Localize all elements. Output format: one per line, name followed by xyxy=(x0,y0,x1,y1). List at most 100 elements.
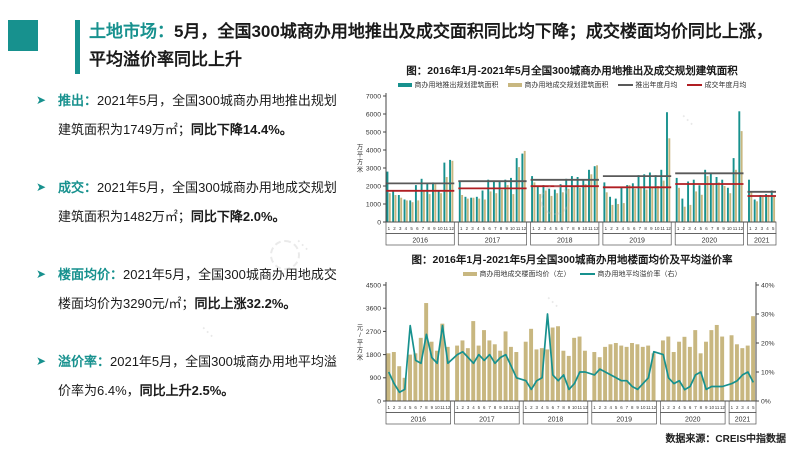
svg-text:4: 4 xyxy=(477,226,480,231)
svg-text:3: 3 xyxy=(467,405,470,410)
svg-text:2: 2 xyxy=(683,226,686,231)
legend-swatch xyxy=(686,83,702,86)
svg-text:0: 0 xyxy=(377,219,381,226)
legend-item: 商办用地成交楼面均价（左） xyxy=(462,269,571,279)
svg-text:5: 5 xyxy=(700,226,703,231)
svg-text:5: 5 xyxy=(752,405,755,410)
svg-text:8: 8 xyxy=(494,405,497,410)
svg-text:2000: 2000 xyxy=(366,183,381,190)
svg-text:5: 5 xyxy=(555,226,558,231)
svg-text:2017: 2017 xyxy=(485,237,501,244)
svg-text:7: 7 xyxy=(420,405,423,410)
accent-square xyxy=(8,20,38,51)
legend-item: 商办用地推出规划建筑面积 xyxy=(397,80,499,90)
legend-swatch xyxy=(462,271,477,276)
svg-text:4: 4 xyxy=(622,226,625,231)
svg-text:11: 11 xyxy=(733,226,738,231)
svg-text:12: 12 xyxy=(514,405,519,410)
svg-text:2018: 2018 xyxy=(557,237,573,244)
svg-text:6: 6 xyxy=(633,226,636,231)
svg-text:1: 1 xyxy=(662,405,665,410)
legend-label: 商办用地推出规划建筑面积 xyxy=(414,81,499,89)
svg-text:9: 9 xyxy=(636,405,639,410)
svg-text:4: 4 xyxy=(472,405,475,410)
svg-text:11: 11 xyxy=(509,405,514,410)
svg-text:9: 9 xyxy=(705,405,708,410)
svg-text:9: 9 xyxy=(650,226,653,231)
svg-text:4: 4 xyxy=(404,405,407,410)
svg-text:20%: 20% xyxy=(761,340,775,347)
svg-text:4: 4 xyxy=(694,226,697,231)
bullet-text: 推出：2021年5月，全国300城商办用地推出规划建筑面积为1749万㎡；同比下… xyxy=(58,93,337,137)
svg-text:5: 5 xyxy=(478,405,481,410)
svg-text:3: 3 xyxy=(471,226,474,231)
svg-text:3: 3 xyxy=(604,405,607,410)
svg-text:9: 9 xyxy=(433,226,436,231)
list-item: ➤ 成交：2021年5月，全国300城商办用地成交规划建筑面积为1482万㎡；同… xyxy=(36,173,348,231)
bullet-text: 成交：2021年5月，全国300城商办用地成交规划建筑面积为1482万㎡；同比下… xyxy=(58,180,337,224)
svg-text:4: 4 xyxy=(405,226,408,231)
svg-text:4: 4 xyxy=(541,405,544,410)
legend-label: 商办用地成交规划建筑面积 xyxy=(524,81,609,89)
legend-swatch xyxy=(579,272,595,275)
svg-text:1800: 1800 xyxy=(366,352,381,359)
svg-text:12: 12 xyxy=(521,226,526,231)
svg-text:平: 平 xyxy=(357,338,363,346)
svg-text:6: 6 xyxy=(561,226,564,231)
svg-text:2700: 2700 xyxy=(366,329,381,336)
list-item: ➤ 楼面均价：2021年5月，全国300城商办用地成交楼面均价为3290元/㎡；… xyxy=(36,260,348,318)
svg-text:1: 1 xyxy=(593,405,596,410)
svg-text:3: 3 xyxy=(399,226,402,231)
svg-text:9: 9 xyxy=(431,405,434,410)
svg-text:40%: 40% xyxy=(761,282,775,289)
svg-text:2016: 2016 xyxy=(412,237,428,244)
legend-label: 商办用地成交楼面均价（左） xyxy=(479,270,571,278)
svg-text:11: 11 xyxy=(440,405,445,410)
svg-text:12: 12 xyxy=(738,226,743,231)
legend-item: 推出年度月均 xyxy=(617,80,678,90)
svg-text:6: 6 xyxy=(414,405,417,410)
svg-text:9: 9 xyxy=(722,226,725,231)
svg-text:5000: 5000 xyxy=(366,129,381,136)
list-item: ➤ 溢价率：2021年5月，全国300城商办用地平均溢价率为6.4%，同比上升2… xyxy=(36,347,348,405)
svg-text:8: 8 xyxy=(631,405,634,410)
svg-text:1: 1 xyxy=(605,226,608,231)
svg-text:8: 8 xyxy=(717,226,720,231)
svg-text:1: 1 xyxy=(388,226,391,231)
svg-text:6: 6 xyxy=(552,405,555,410)
svg-text:11: 11 xyxy=(646,405,651,410)
svg-text:9: 9 xyxy=(499,405,502,410)
svg-text:2016: 2016 xyxy=(411,416,427,423)
svg-text:4: 4 xyxy=(549,226,552,231)
bullet-arrow-icon: ➤ xyxy=(36,93,47,107)
svg-text:6: 6 xyxy=(689,405,692,410)
legend-item: 成交年度月均 xyxy=(686,80,747,90)
svg-text:5: 5 xyxy=(615,405,618,410)
svg-text:10: 10 xyxy=(727,226,732,231)
svg-text:4: 4 xyxy=(678,405,681,410)
svg-text:3: 3 xyxy=(535,405,538,410)
svg-text:12: 12 xyxy=(594,226,599,231)
legend-item: 商办用地成交规划建筑面积 xyxy=(507,80,609,90)
svg-text:2020: 2020 xyxy=(685,416,701,423)
svg-text:4: 4 xyxy=(766,226,769,231)
svg-text:5: 5 xyxy=(483,226,486,231)
svg-text:米: 米 xyxy=(357,165,364,174)
svg-text:7: 7 xyxy=(639,226,642,231)
key-points-list: ➤ 推出：2021年5月，全国300城商办用地推出规划建筑面积为1749万㎡；同… xyxy=(36,86,348,405)
svg-text:5: 5 xyxy=(409,405,412,410)
svg-text:6: 6 xyxy=(620,405,623,410)
svg-text:2: 2 xyxy=(599,405,602,410)
svg-text:2: 2 xyxy=(393,226,396,231)
svg-text:8: 8 xyxy=(500,226,503,231)
svg-text:12: 12 xyxy=(720,405,725,410)
page-title-highlight: 土地市场： xyxy=(89,22,174,41)
svg-text:10: 10 xyxy=(438,226,443,231)
svg-text:4500: 4500 xyxy=(366,282,381,289)
svg-text:6: 6 xyxy=(416,226,419,231)
svg-text:7: 7 xyxy=(694,405,697,410)
svg-text:3: 3 xyxy=(761,226,764,231)
svg-text:12: 12 xyxy=(666,226,671,231)
svg-text:7: 7 xyxy=(711,226,714,231)
